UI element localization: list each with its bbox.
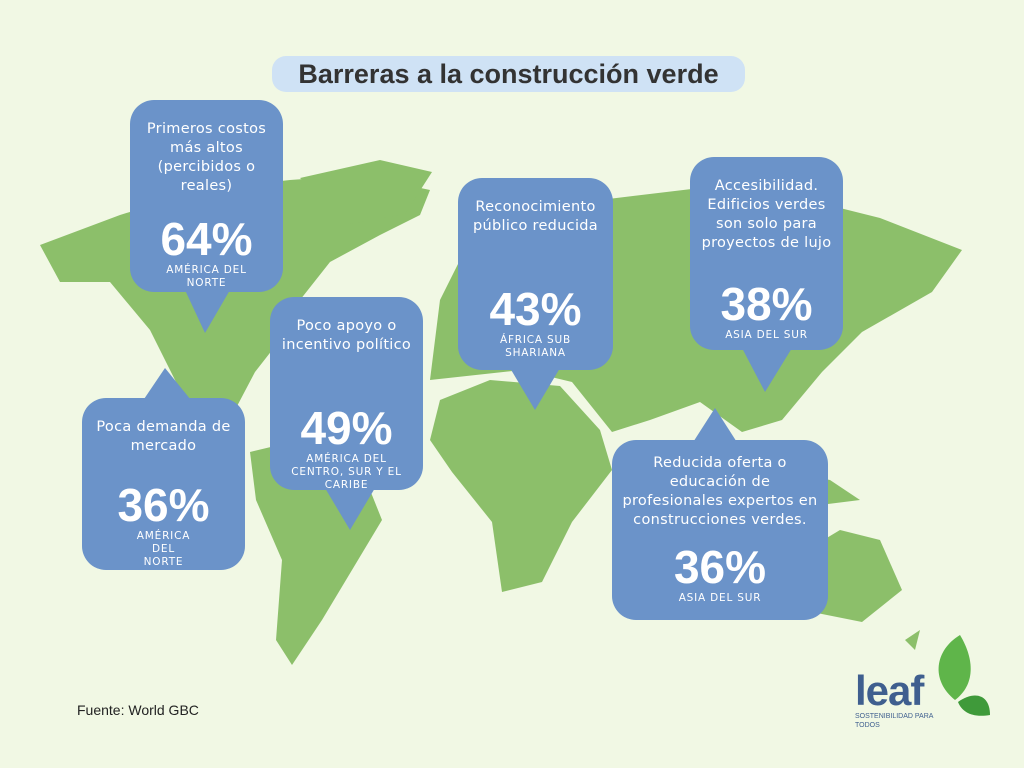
callout-label: Accesibilidad. Edificios verdes son solo… (701, 178, 832, 251)
leaf-icon (938, 635, 971, 700)
callout: Poco apoyo o incentivo político 49% AMÉR… (270, 297, 423, 491)
logo: leaf SOSTENIBILIDAD PARA TODOS (855, 670, 935, 730)
callout-value: 36% (117, 479, 210, 531)
callout-region: ASIA DEL SUR (678, 592, 762, 604)
greenland (300, 160, 432, 224)
callout-region: AMÉRICA DEL NORTE (136, 530, 191, 568)
callout-value: 38% (720, 278, 813, 330)
callout-region: ASIA DEL SUR (725, 329, 808, 341)
logo-leaves (938, 635, 990, 716)
pointer (325, 488, 375, 530)
africa (430, 380, 612, 592)
callout: Primeros costos más altos (percibidos o … (130, 100, 283, 292)
callout-value: 49% (300, 402, 393, 454)
title: Barreras a la construcción verde (272, 56, 745, 92)
callout-region: AMÉRICA DEL CENTRO, SUR Y EL CARIBE (291, 453, 402, 491)
callout-label: Poca demanda de mercado (96, 419, 231, 454)
callout: Reconocimiento público reducida 43% ÁFRI… (458, 178, 613, 370)
pointer (510, 368, 560, 410)
pointer (185, 290, 230, 333)
callout: Poca demanda de mercado 36% AMÉRICA DEL … (82, 398, 245, 570)
callout-pointers (140, 290, 792, 530)
callout-label: Primeros costos más altos (percibidos o … (146, 121, 267, 194)
callout-value: 43% (489, 283, 582, 335)
callout-region: ÁFRICA SUB SHARIANA (499, 334, 572, 359)
callout-label: Poco apoyo o incentivo político (281, 318, 412, 353)
callout: Reducida oferta o educación de profesion… (612, 440, 828, 620)
callout: Accesibilidad. Edificios verdes son solo… (690, 157, 843, 350)
callout-label: Reducida oferta o educación de profesion… (622, 455, 818, 528)
callout-label: Reconocimiento público reducida (473, 199, 598, 234)
logo-tagline: SOSTENIBILIDAD PARA TODOS (855, 713, 934, 729)
pointer (140, 368, 195, 405)
callout-region: AMÉRICA DEL NORTE (166, 264, 247, 289)
leaf-icon (958, 695, 990, 716)
callout-value: 36% (673, 541, 767, 593)
callout-value: 64% (160, 213, 253, 265)
pointer (742, 348, 792, 392)
pointer (690, 408, 740, 447)
source: Fuente: World GBC (77, 702, 199, 718)
logo-name: leaf (855, 667, 924, 714)
